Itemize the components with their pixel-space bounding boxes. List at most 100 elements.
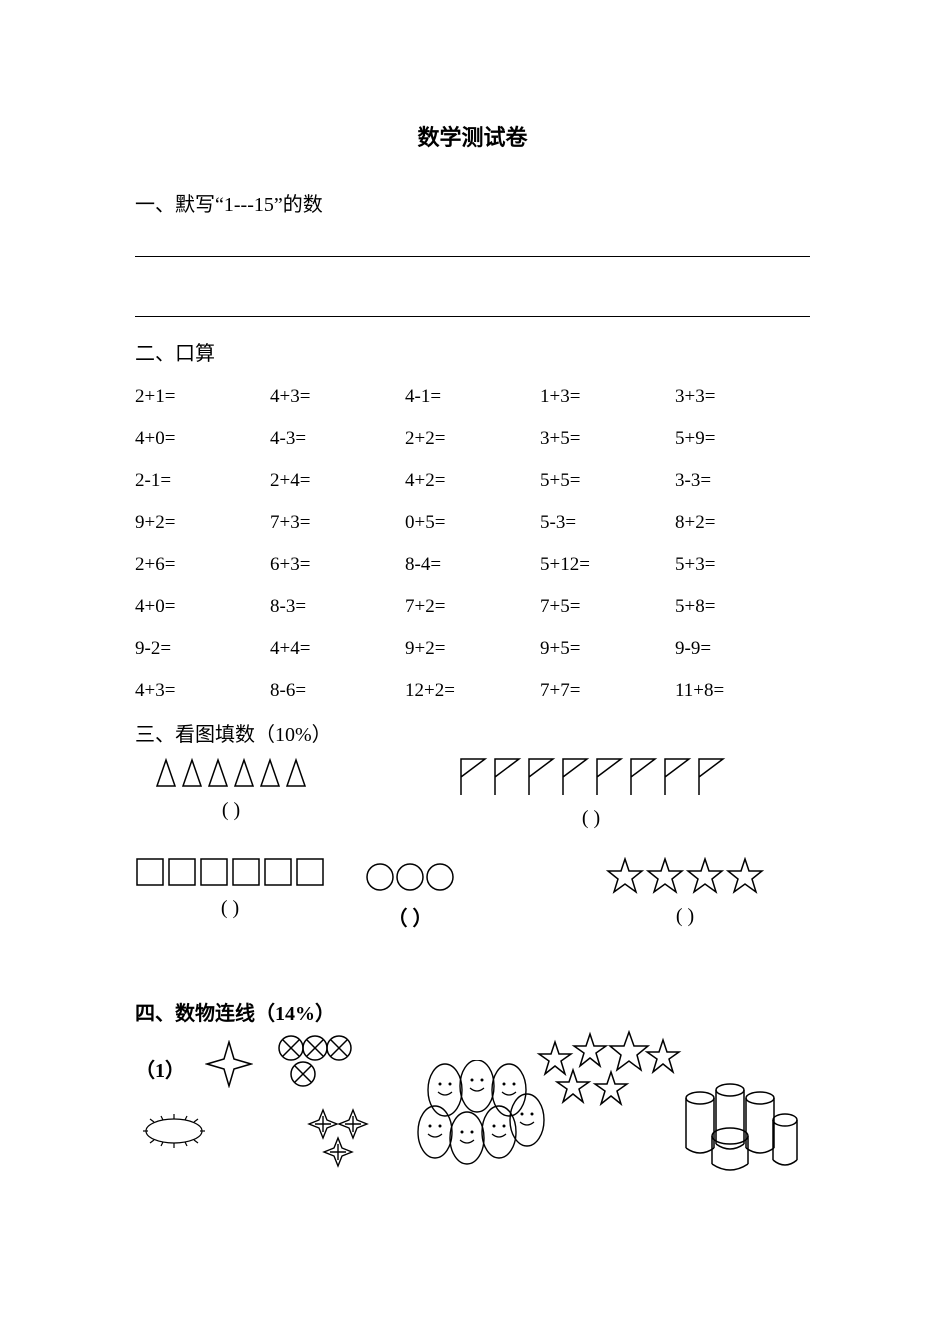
flag-icon <box>557 757 591 797</box>
section3-heading: 三、看图填数（10%） <box>135 718 810 747</box>
flag-icon <box>693 757 727 797</box>
page-title: 数学测试卷 <box>135 120 810 152</box>
group-stars: ( ) <box>605 857 765 928</box>
calc-cell: 4+2= <box>405 460 540 502</box>
calc-cell: 5+3= <box>675 544 810 586</box>
calc-cell: 4+3= <box>270 376 405 418</box>
cylinders-icon <box>675 1080 805 1185</box>
flag-icon <box>591 757 625 797</box>
paren-squares: ( ) <box>135 897 325 920</box>
calc-cell: 7+7= <box>540 670 675 712</box>
square-icon <box>295 857 325 887</box>
calc-cell: 9+5= <box>540 628 675 670</box>
calc-row: 2-1= 2+4= 4+2= 5+5= 3-3= <box>135 460 810 502</box>
calc-cell: 8+2= <box>675 502 810 544</box>
calc-cell: 3+5= <box>540 418 675 460</box>
calc-cell: 4+3= <box>135 670 270 712</box>
circles-row <box>365 862 455 892</box>
calc-cell: 9+2= <box>135 502 270 544</box>
calc-cell: 4+4= <box>270 628 405 670</box>
calc-cell: 3+3= <box>675 376 810 418</box>
calc-cell: 5+9= <box>675 418 810 460</box>
calc-cell: 1+3= <box>540 376 675 418</box>
calc-cell: 2+4= <box>270 460 405 502</box>
section4-area: （1） <box>135 1040 810 1200</box>
calc-cell: 4+0= <box>135 586 270 628</box>
calc-cell: 5+8= <box>675 586 810 628</box>
calc-cell: 9-2= <box>135 628 270 670</box>
square-icon <box>263 857 293 887</box>
calc-cell: 7+2= <box>405 586 540 628</box>
triangles-row <box>155 757 307 789</box>
paren-flags: ( ) <box>455 807 727 830</box>
fourpoint-star-icon <box>205 1040 253 1093</box>
star-icon <box>725 857 765 895</box>
calc-cell: 2+6= <box>135 544 270 586</box>
triangle-icon <box>259 757 281 789</box>
triangle-icon <box>233 757 255 789</box>
write-line-2 <box>135 315 810 317</box>
crossed-circles-icon <box>275 1034 355 1097</box>
calc-row: 9+2=7+3=0+5=5-3=8+2= <box>135 502 810 544</box>
calc-cell: 11+8= <box>675 670 810 712</box>
smiley-ovals-icon <box>405 1060 545 1180</box>
section4-heading: 四、数物连线（14%） <box>135 997 810 1026</box>
paren-triangles: ( ) <box>155 799 307 822</box>
group-triangles: ( ) <box>155 757 307 822</box>
calc-cell: 2+1= <box>135 376 270 418</box>
shapes-grid: ( ) ( ) <box>135 757 810 957</box>
square-icon <box>231 857 261 887</box>
calc-cell: 7+5= <box>540 586 675 628</box>
section4-label: （1） <box>135 1054 185 1083</box>
write-line-1 <box>135 255 810 257</box>
square-icon <box>199 857 229 887</box>
calc-cell: 4+0= <box>135 418 270 460</box>
section1-heading: 一、默写“1---15”的数 <box>135 188 810 217</box>
group-circles: （ ） <box>365 862 455 931</box>
outline-stars-icon <box>535 1030 685 1115</box>
calc-cell: 8-6= <box>270 670 405 712</box>
calc-row: 2+6=6+3=8-4= 5+12= 5+3= <box>135 544 810 586</box>
page: 数学测试卷 一、默写“1---15”的数 二、口算 2+1=4+3=4-1=1+… <box>0 0 945 1250</box>
circle-icon <box>365 862 395 892</box>
calc-cell: 0+5= <box>405 502 540 544</box>
calc-cell: 8-3= <box>270 586 405 628</box>
star-icon <box>645 857 685 895</box>
triangle-icon <box>285 757 307 789</box>
flag-icon <box>489 757 523 797</box>
calc-cell: 7+3= <box>270 502 405 544</box>
sunburst-icon <box>135 1110 213 1157</box>
calc-cell: 5+5= <box>540 460 675 502</box>
calc-cell: 3-3= <box>675 460 810 502</box>
calc-cell: 12+2= <box>405 670 540 712</box>
flags-row <box>455 757 727 797</box>
calc-cell: 2-1= <box>135 460 270 502</box>
flag-icon <box>455 757 489 797</box>
calc-cell: 5+12= <box>540 544 675 586</box>
calc-cell: 4-3= <box>270 418 405 460</box>
triangle-icon <box>181 757 203 789</box>
squares-row <box>135 857 325 887</box>
triangle-icon <box>207 757 229 789</box>
calc-row: 4+0=4-3=2+2=3+5=5+9= <box>135 418 810 460</box>
calc-row: 4+3=8-6= 12+2= 7+7= 11+8= <box>135 670 810 712</box>
section2-heading: 二、口算 <box>135 337 810 366</box>
flag-icon <box>625 757 659 797</box>
calc-cell: 5-3= <box>540 502 675 544</box>
square-icon <box>135 857 165 887</box>
triangle-icon <box>155 757 177 789</box>
group-squares: ( ) <box>135 857 325 920</box>
calc-row: 4+0=8-3= 7+2= 7+5= 5+8= <box>135 586 810 628</box>
calc-cell: 8-4= <box>405 544 540 586</box>
paren-circles: （ ） <box>365 902 455 931</box>
calc-row: 9-2= 4+4= 9+2= 9+5= 9-9= <box>135 628 810 670</box>
square-icon <box>167 857 197 887</box>
cross-ornaments-icon <box>305 1106 385 1175</box>
circle-icon <box>395 862 425 892</box>
stars-row <box>605 857 765 895</box>
group-flags: ( ) <box>455 757 727 830</box>
paren-stars: ( ) <box>605 905 765 928</box>
calc-cell: 2+2= <box>405 418 540 460</box>
calc-cell: 4-1= <box>405 376 540 418</box>
flag-icon <box>659 757 693 797</box>
